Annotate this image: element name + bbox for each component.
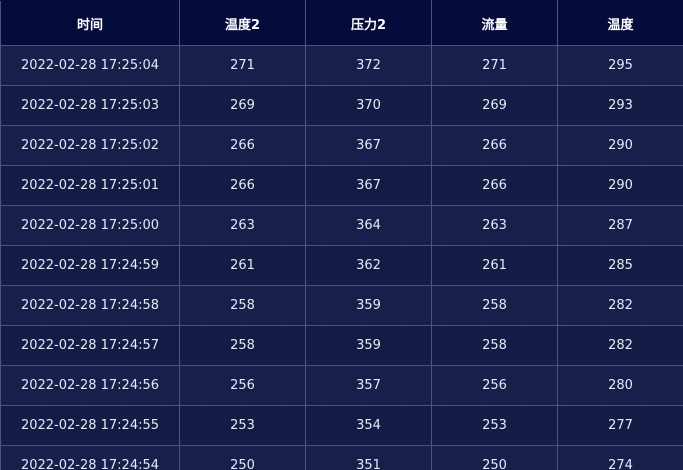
cell-flow: 266 [431,165,558,206]
table-row[interactable]: 2022-02-28 17:25:04 271 372 271 295 [0,45,683,86]
cell-temperature: 295 [557,45,683,86]
cell-temperature: 282 [557,285,683,326]
cell-flow: 250 [431,445,558,470]
cell-temperature-2: 258 [179,285,306,326]
cell-flow: 269 [431,85,558,126]
cell-pressure-2: 367 [305,125,432,166]
cell-pressure-2: 357 [305,365,432,406]
cell-pressure-2: 359 [305,285,432,326]
cell-time: 2022-02-28 17:25:01 [0,165,180,206]
cell-flow: 263 [431,205,558,246]
table-row[interactable]: 2022-02-28 17:24:58 258 359 258 282 [0,285,683,326]
cell-pressure-2: 359 [305,325,432,366]
table-row[interactable]: 2022-02-28 17:24:55 253 354 253 277 [0,405,683,446]
cell-flow: 258 [431,325,558,366]
cell-flow: 258 [431,285,558,326]
table-row[interactable]: 2022-02-28 17:25:03 269 370 269 293 [0,85,683,126]
column-header-flow[interactable]: 流量 [431,0,558,46]
column-header-time[interactable]: 时间 [0,0,180,46]
cell-temperature-2: 256 [179,365,306,406]
cell-time: 2022-02-28 17:24:56 [0,365,180,406]
cell-temperature-2: 266 [179,125,306,166]
cell-pressure-2: 372 [305,45,432,86]
cell-temperature: 280 [557,365,683,406]
cell-temperature-2: 263 [179,205,306,246]
table-row[interactable]: 2022-02-28 17:24:59 261 362 261 285 [0,245,683,286]
cell-pressure-2: 370 [305,85,432,126]
cell-flow: 256 [431,365,558,406]
table-row[interactable]: 2022-02-28 17:25:00 263 364 263 287 [0,205,683,246]
cell-flow: 266 [431,125,558,166]
cell-temperature-2: 261 [179,245,306,286]
cell-flow: 261 [431,245,558,286]
cell-temperature: 274 [557,445,683,470]
cell-temperature: 290 [557,125,683,166]
cell-temperature: 290 [557,165,683,206]
table-row[interactable]: 2022-02-28 17:24:56 256 357 256 280 [0,365,683,406]
cell-temperature: 293 [557,85,683,126]
cell-time: 2022-02-28 17:25:02 [0,125,180,166]
cell-temperature: 282 [557,325,683,366]
cell-time: 2022-02-28 17:24:57 [0,325,180,366]
cell-flow: 271 [431,45,558,86]
column-header-temperature-2[interactable]: 温度2 [179,0,306,46]
cell-pressure-2: 351 [305,445,432,470]
cell-pressure-2: 364 [305,205,432,246]
cell-temperature-2: 253 [179,405,306,446]
column-header-temperature[interactable]: 温度 [557,0,683,46]
cell-pressure-2: 367 [305,165,432,206]
cell-flow: 253 [431,405,558,446]
cell-time: 2022-02-28 17:24:59 [0,245,180,286]
cell-temperature-2: 258 [179,325,306,366]
column-header-pressure-2[interactable]: 压力2 [305,0,432,46]
cell-pressure-2: 354 [305,405,432,446]
table-row[interactable]: 2022-02-28 17:24:54 250 351 250 274 [0,445,683,470]
table-header: 时间 温度2 压力2 流量 温度 [0,0,683,46]
cell-pressure-2: 362 [305,245,432,286]
cell-temperature-2: 266 [179,165,306,206]
table-row[interactable]: 2022-02-28 17:25:01 266 367 266 290 [0,165,683,206]
cell-temperature-2: 269 [179,85,306,126]
cell-temperature: 287 [557,205,683,246]
cell-temperature: 285 [557,245,683,286]
cell-time: 2022-02-28 17:24:58 [0,285,180,326]
cell-time: 2022-02-28 17:24:55 [0,405,180,446]
table-row[interactable]: 2022-02-28 17:25:02 266 367 266 290 [0,125,683,166]
header-row: 时间 温度2 压力2 流量 温度 [0,0,683,46]
cell-time: 2022-02-28 17:25:03 [0,85,180,126]
table-row[interactable]: 2022-02-28 17:24:57 258 359 258 282 [0,325,683,366]
cell-time: 2022-02-28 17:25:04 [0,45,180,86]
cell-temperature: 277 [557,405,683,446]
cell-temperature-2: 271 [179,45,306,86]
cell-time: 2022-02-28 17:25:00 [0,205,180,246]
cell-temperature-2: 250 [179,445,306,470]
cell-time: 2022-02-28 17:24:54 [0,445,180,470]
table-body: 2022-02-28 17:25:04 271 372 271 295 2022-02-2… [0,45,683,470]
